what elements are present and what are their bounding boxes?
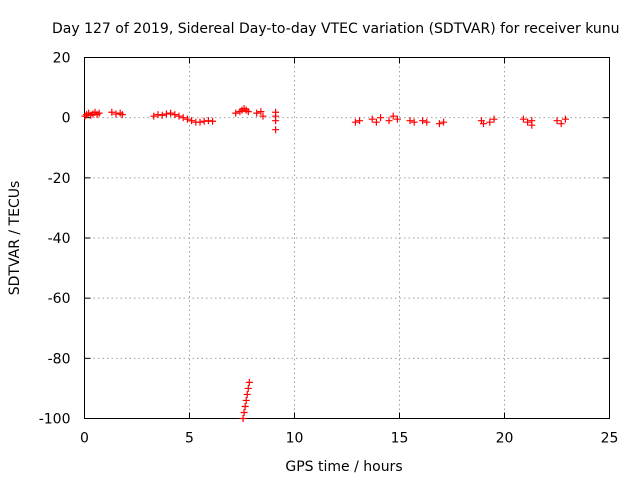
chart-title: Day 127 of 2019, Sidereal Day-to-day VTE… [52, 21, 620, 37]
data-point [175, 112, 183, 120]
data-point [118, 111, 126, 119]
data-point [244, 108, 252, 116]
data-point [419, 117, 427, 125]
data-point [372, 118, 380, 126]
data-point [351, 118, 359, 126]
tick-labels: 0 5 10 15 20 25 20 0 -20 -40 -60 -80 -100 [39, 51, 619, 447]
data-point [490, 115, 498, 123]
data-point [158, 111, 166, 119]
data-point [95, 109, 103, 117]
x-axis-title: GPS time / hours [285, 459, 402, 475]
x-tick-label: 10 [286, 431, 304, 447]
data-point [179, 114, 187, 122]
data-point [528, 117, 536, 125]
data-point [356, 117, 364, 125]
y-tick-label: -20 [48, 171, 71, 187]
data-point [557, 120, 565, 128]
data-point [368, 115, 376, 123]
data-point [377, 114, 385, 122]
data-point [108, 108, 116, 116]
y-tick-label: -100 [39, 412, 71, 428]
data-point [240, 408, 248, 416]
data-point [242, 396, 250, 404]
x-tick-label: 25 [601, 431, 619, 447]
data-point [154, 111, 162, 119]
y-tick-label: 20 [53, 51, 71, 67]
data-point [81, 112, 89, 120]
data-point [257, 108, 265, 116]
data-point [553, 117, 561, 125]
grid [84, 57, 610, 419]
data-point [410, 118, 418, 126]
data-point [241, 402, 249, 410]
data-point [393, 115, 401, 123]
data-point [162, 110, 170, 118]
data-points [81, 105, 569, 422]
y-axis-title: SDTVAR / TECUs [7, 181, 23, 296]
x-tick-label: 0 [80, 431, 89, 447]
data-point [167, 109, 175, 117]
data-point [243, 390, 251, 398]
data-point [480, 120, 487, 128]
data-point [171, 111, 179, 119]
data-point [272, 126, 280, 134]
data-point [440, 118, 448, 126]
y-tick-label: -60 [48, 291, 71, 307]
data-point [385, 117, 393, 125]
data-point [406, 117, 414, 125]
data-point [188, 117, 196, 125]
data-point [272, 108, 280, 116]
y-tick-label: -40 [48, 231, 71, 247]
x-tick-label: 5 [185, 431, 194, 447]
data-point [519, 115, 527, 123]
data-point [244, 384, 252, 392]
data-point [259, 112, 267, 120]
data-point [253, 109, 261, 117]
data-point [196, 118, 204, 126]
data-point [232, 109, 240, 117]
data-point [112, 110, 120, 118]
x-tick-label: 20 [496, 431, 514, 447]
data-point [209, 117, 217, 125]
y-tick-label: 0 [62, 111, 71, 127]
data-point [200, 117, 208, 125]
data-point [486, 118, 494, 126]
x-tick-label: 15 [391, 431, 409, 447]
axis-ticks [84, 57, 610, 419]
data-point [239, 415, 247, 422]
data-point [204, 117, 212, 125]
y-tick-label: -80 [48, 351, 71, 367]
data-point [435, 120, 443, 128]
data-point [524, 118, 532, 126]
data-point [389, 112, 397, 120]
data-point [561, 115, 569, 123]
data-point [423, 118, 431, 126]
data-point [245, 378, 253, 386]
data-point [150, 112, 158, 120]
data-point [183, 115, 191, 123]
